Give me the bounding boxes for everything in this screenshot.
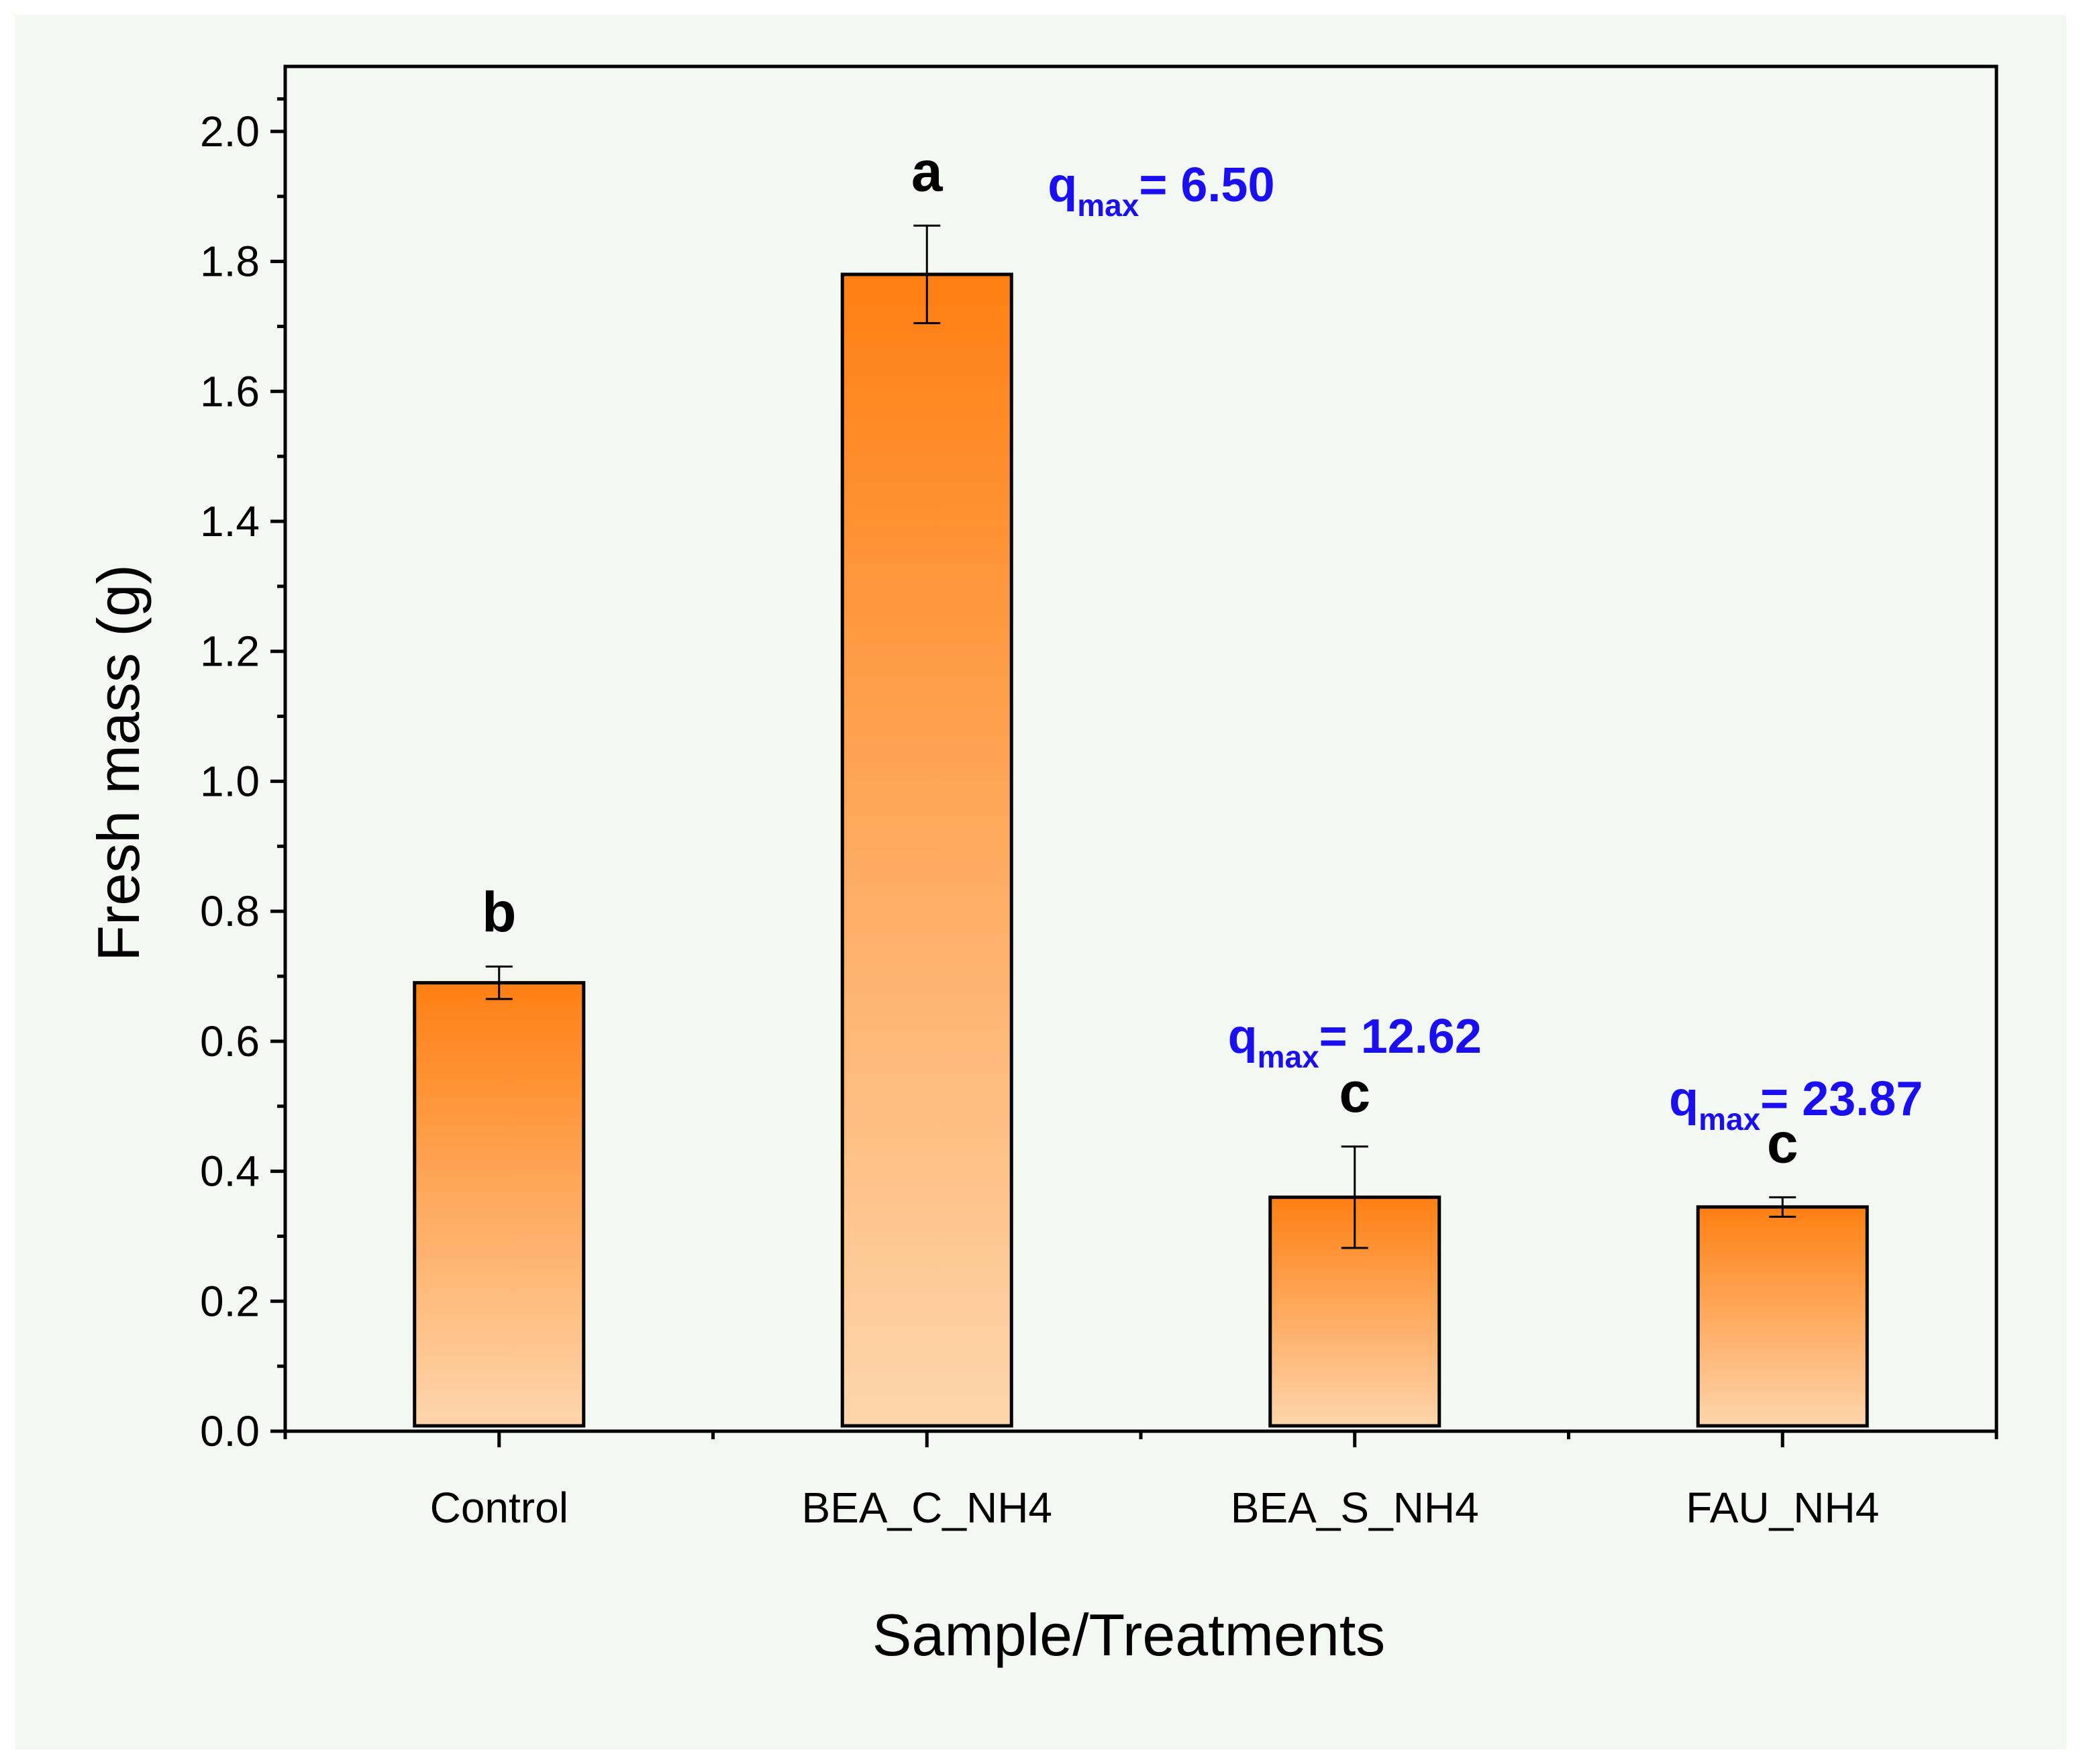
figure-panel: 0.0 0.2 0.4 0.6 0.8 1.0 1.2 1.4 1.6 1.8 2.0 Control…: [15, 15, 2066, 1749]
y-tick-label: 1.2: [200, 627, 260, 676]
x-tick-label: BEA_S_NH4: [1231, 1484, 1479, 1532]
y-axis-title: Fresh mass (g): [85, 564, 152, 962]
qmax-symbol: q: [1048, 158, 1077, 212]
significance-letter: a: [911, 140, 944, 203]
y-tick-label: 1.6: [200, 367, 260, 415]
qmax-value: = 23.87: [1760, 1072, 1923, 1126]
qmax-annotation: qmax= 6.50: [1048, 158, 1274, 223]
y-tick-label: 0.6: [200, 1017, 260, 1066]
bar-chart: 0.0 0.2 0.4 0.6 0.8 1.0 1.2 1.4 1.6 1.8 2.0 Control…: [85, 64, 1998, 1668]
significance-letter: b: [482, 880, 516, 943]
qmax-symbol: q: [1228, 1010, 1258, 1063]
y-tick-label: 0.0: [200, 1407, 260, 1455]
y-tick-label: 2.0: [200, 107, 260, 156]
qmax-subscript: max: [1258, 1039, 1319, 1074]
qmax-value: = 6.50: [1139, 158, 1274, 212]
x-tick-label: FAU_NH4: [1686, 1484, 1879, 1532]
y-tick-label: 0.8: [200, 887, 260, 935]
qmax-annotation: qmax= 23.87: [1669, 1072, 1923, 1137]
x-tick-label: Control: [430, 1484, 568, 1532]
qmax-symbol: q: [1669, 1072, 1698, 1126]
bar-Control: [413, 981, 586, 1428]
significance-letter: c: [1767, 1111, 1798, 1174]
y-tick-label: 0.4: [200, 1147, 260, 1196]
significance-letter: c: [1339, 1061, 1370, 1124]
qmax-subscript: max: [1698, 1102, 1760, 1137]
bar-BEA_C_NH4: [840, 272, 1013, 1428]
y-tick-label: 1.8: [200, 238, 260, 286]
x-tick-label: BEA_C_NH4: [802, 1484, 1053, 1532]
y-tick-label: 1.4: [200, 497, 260, 546]
qmax-annotation: qmax= 12.62: [1228, 1010, 1482, 1074]
bar-FAU_NH4: [1696, 1205, 1869, 1428]
qmax-value: = 12.62: [1319, 1010, 1482, 1063]
qmax-subscript: max: [1077, 188, 1139, 223]
y-tick-label: 0.2: [200, 1277, 260, 1325]
y-tick-label: 1.0: [200, 757, 260, 805]
x-axis-title: Sample/Treatments: [872, 1602, 1386, 1668]
